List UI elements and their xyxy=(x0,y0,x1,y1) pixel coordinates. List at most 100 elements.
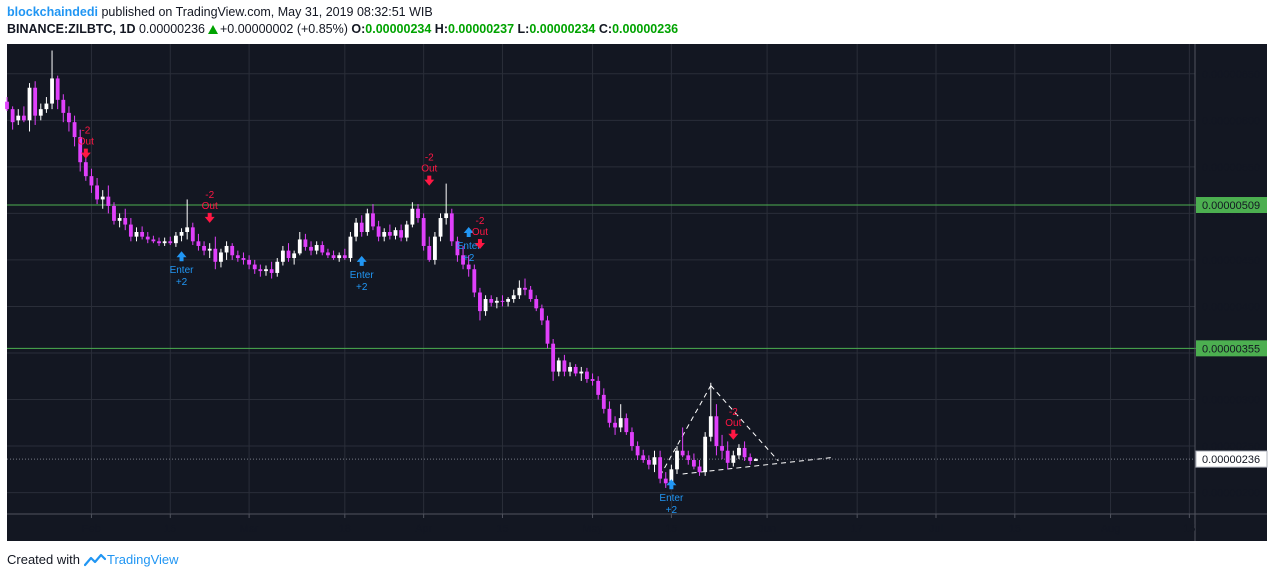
candle-body xyxy=(494,300,499,303)
author-link[interactable]: blockchaindedi xyxy=(7,5,98,19)
candle-body xyxy=(624,418,629,433)
y-tick-label: 0.00000600 xyxy=(1202,115,1260,127)
arrow-up-icon xyxy=(176,251,187,262)
arrow-down-icon xyxy=(728,429,739,440)
out-signal-qty: -2 xyxy=(81,126,90,137)
last-price-label: 0.00000236 xyxy=(1202,454,1260,466)
symbol-info: BINANCE:ZILBTC, 1D 0.00000236 +0.00000002… xyxy=(7,22,678,36)
candle-body xyxy=(596,380,601,395)
candle-body xyxy=(213,248,218,262)
candle-body xyxy=(286,250,291,259)
level-price-label: 0.00000355 xyxy=(1202,343,1260,355)
created-with-text: Created with xyxy=(7,552,80,567)
arrow-down-icon xyxy=(424,175,435,186)
candle-body xyxy=(61,99,66,113)
y-tick-label: 0.00000250 xyxy=(1202,441,1260,453)
candle-body xyxy=(404,224,409,238)
level-price-label: 0.00000509 xyxy=(1202,200,1260,212)
candle-body xyxy=(421,218,426,246)
close-label: C: xyxy=(598,22,613,36)
candle-body xyxy=(230,245,235,256)
published-text: published on TradingView.com, May 31, 20… xyxy=(101,5,433,19)
candle-body xyxy=(326,252,330,256)
triangle-pattern xyxy=(659,385,835,477)
candle-body xyxy=(703,436,708,473)
candle-body xyxy=(680,450,685,456)
candle-body xyxy=(506,299,511,302)
y-tick-label: 0.00000200 xyxy=(1202,488,1260,500)
candle-body xyxy=(185,227,190,232)
x-tick-label: Jul xyxy=(929,523,943,535)
candle-body xyxy=(331,255,336,259)
candle-body xyxy=(708,416,713,437)
candle-body xyxy=(252,264,257,270)
candle-body xyxy=(478,292,482,312)
enter-signal-qty: +2 xyxy=(463,253,475,264)
candle-body xyxy=(55,78,60,100)
candle-body xyxy=(145,236,150,240)
y-tick-label: 0.00000550 xyxy=(1202,162,1260,174)
candle-body xyxy=(50,78,54,104)
price-axis[interactable]: 0.000002000.000002500.000003000.00000350… xyxy=(1202,69,1260,500)
candle-body xyxy=(466,264,471,270)
candle-body xyxy=(416,208,420,219)
candle-body xyxy=(472,269,477,293)
out-signal-qty: -2 xyxy=(729,407,738,418)
candle-body xyxy=(44,103,49,110)
candle-body xyxy=(337,255,342,259)
arrow-up-icon xyxy=(463,227,474,237)
candle-body xyxy=(128,224,133,237)
x-tick-label: 15 xyxy=(1183,523,1195,535)
open-label: O: xyxy=(351,22,366,36)
candle-body xyxy=(500,300,505,302)
candle-body xyxy=(714,416,719,447)
candle-body xyxy=(725,450,730,463)
enter-signal-label: Enter xyxy=(350,270,375,281)
candles-layer xyxy=(5,50,758,488)
candle-body xyxy=(27,87,32,121)
x-tick-label: 15 xyxy=(665,523,677,535)
arrow-down-icon xyxy=(474,238,485,249)
candle-body xyxy=(517,287,522,296)
out-signal-label: Out xyxy=(472,227,488,238)
candle-body xyxy=(123,218,128,225)
candle-body xyxy=(371,213,375,227)
candle-body xyxy=(523,287,527,290)
candle-body xyxy=(10,109,15,123)
x-tick-label: 17 xyxy=(851,523,863,535)
candle-body xyxy=(675,450,679,470)
enter-signal-label: Enter xyxy=(659,493,684,504)
candle-body xyxy=(359,222,364,232)
candle-body xyxy=(78,137,83,163)
candle-body xyxy=(646,460,651,465)
candle-body xyxy=(748,457,753,461)
candle-body xyxy=(455,241,460,256)
candle-body xyxy=(190,227,195,242)
candle-body xyxy=(354,222,358,237)
signals-layer: -2OutEnter+2-2OutEnter+2-2OutEnter+2-2Ou… xyxy=(78,126,742,517)
tradingview-brand-link[interactable]: TradingView xyxy=(106,552,179,567)
out-signal-label: Out xyxy=(78,137,94,148)
candle-body xyxy=(235,255,240,259)
y-tick-label: 0.00000300 xyxy=(1202,395,1260,407)
y-tick-label: 0.00000400 xyxy=(1202,301,1260,313)
candle-body xyxy=(697,466,702,473)
candle-body xyxy=(669,469,674,484)
low-label: L: xyxy=(517,22,530,36)
y-tick-label: 0.00000650 xyxy=(1202,69,1260,81)
candle-body xyxy=(140,232,145,237)
candle-body xyxy=(601,394,606,409)
enter-signal-qty: +2 xyxy=(356,282,368,293)
arrow-up-icon xyxy=(356,255,367,266)
arrow-down-icon xyxy=(204,212,215,223)
candle-body xyxy=(573,366,578,374)
low-value: 0.00000234 xyxy=(529,22,596,36)
up-triangle-icon xyxy=(208,25,218,34)
candle-body xyxy=(742,447,747,458)
time-axis[interactable]: Feb 15 Mar 18 Apr 15 May 15 Jun 17 Jul 15 Aug 15 xyxy=(82,514,1196,535)
horizontal-levels xyxy=(7,204,1267,460)
candle-body xyxy=(303,239,308,247)
x-tick-label: 15 xyxy=(164,523,176,535)
enter-signal-label: Enter xyxy=(457,241,482,252)
